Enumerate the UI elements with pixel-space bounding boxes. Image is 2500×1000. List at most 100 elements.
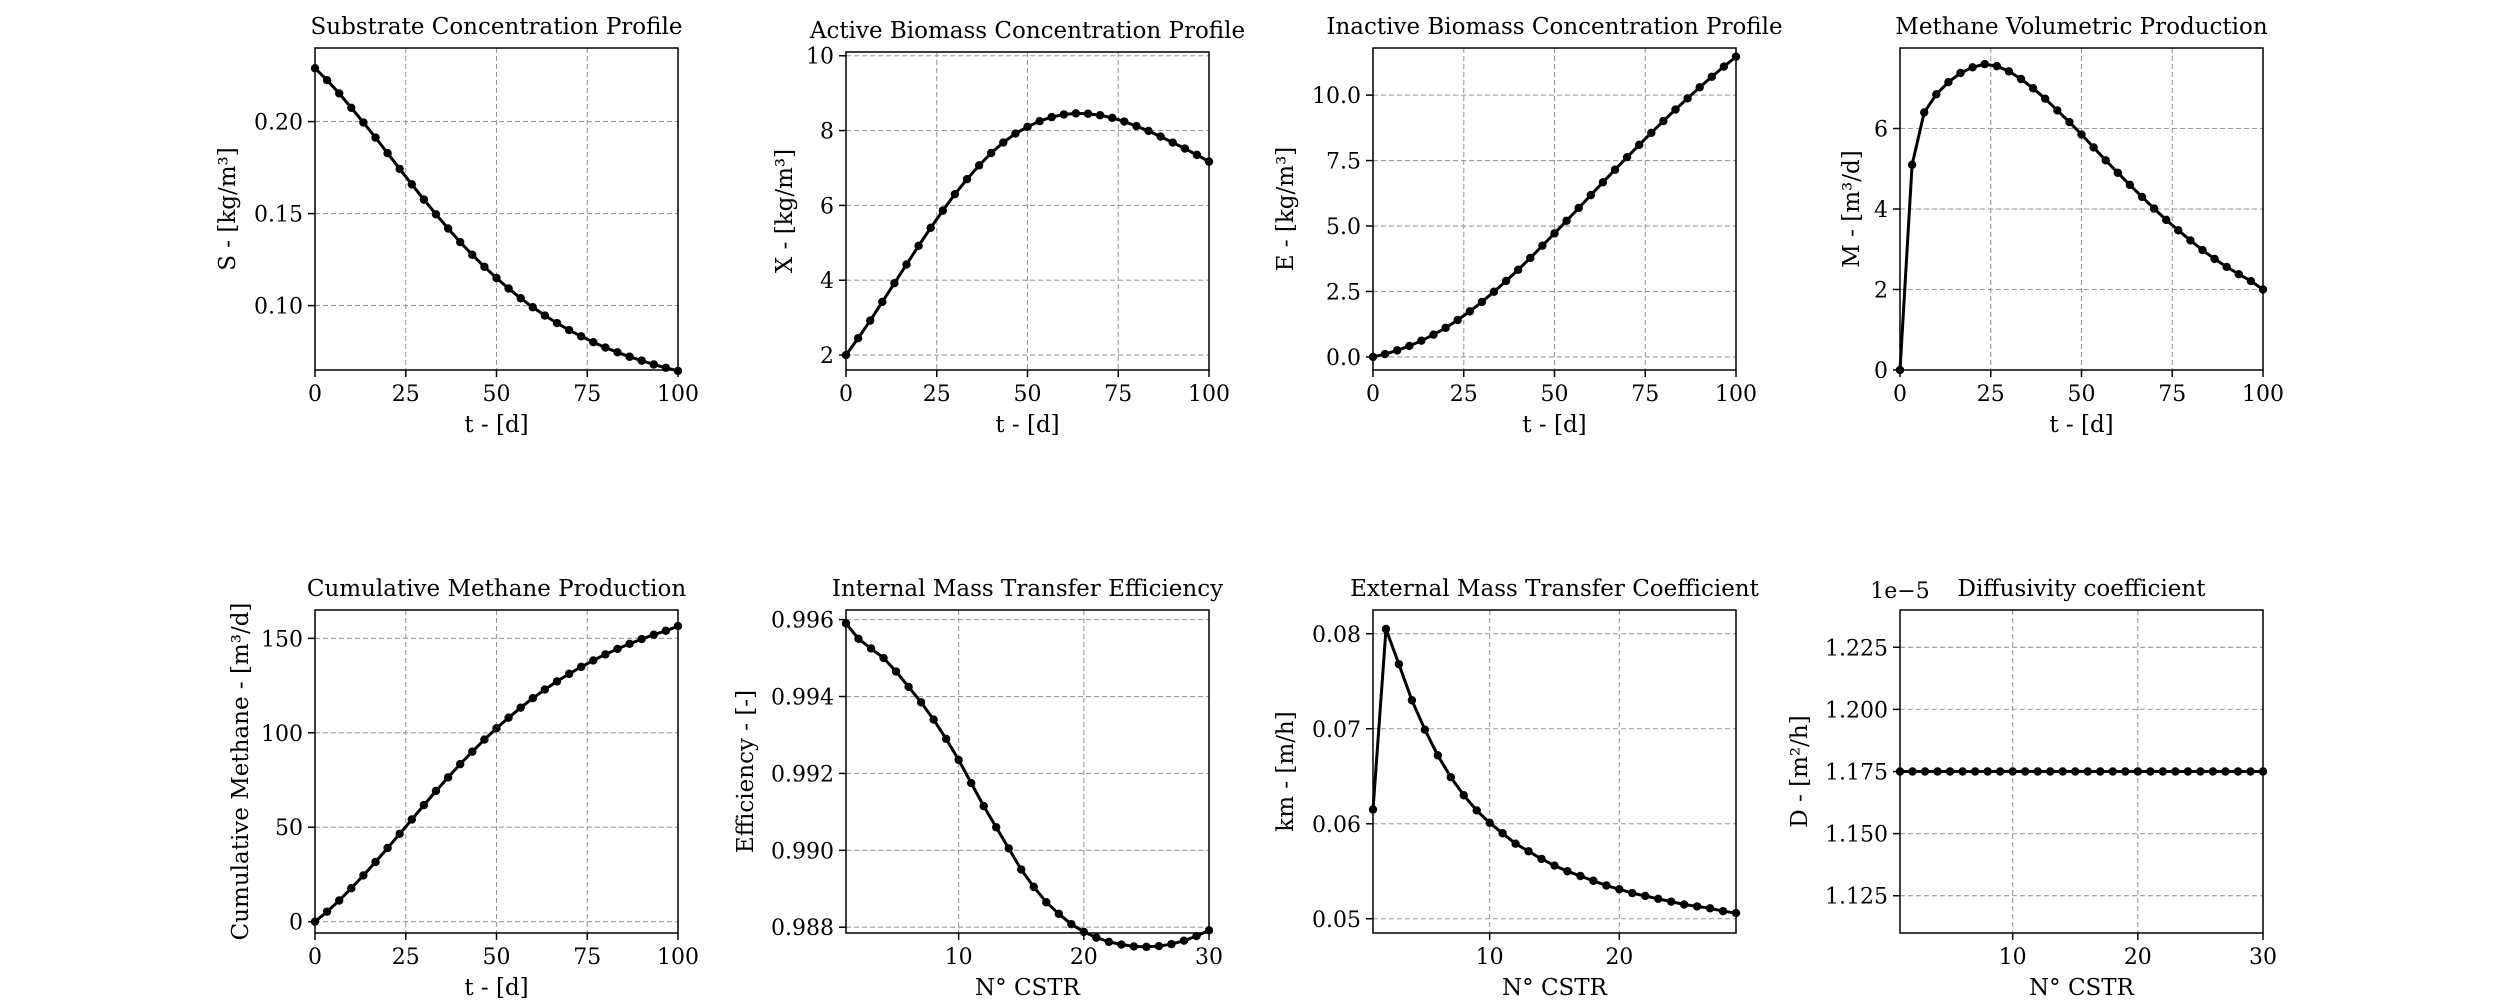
data-point bbox=[2058, 767, 2067, 776]
x-axis-label: t - [d] bbox=[2049, 412, 2113, 438]
data-point bbox=[407, 180, 417, 189]
series-line bbox=[1372, 55, 1737, 359]
data-point bbox=[468, 747, 477, 756]
y-tick-label: 0 bbox=[1874, 359, 1888, 384]
data-point bbox=[649, 630, 658, 639]
data-point bbox=[1920, 767, 1930, 776]
chart-title: Methane Volumetric Production bbox=[1895, 14, 2268, 40]
data-point bbox=[1907, 160, 1917, 169]
data-point bbox=[1932, 90, 1941, 99]
data-point bbox=[2183, 767, 2193, 776]
y-tick-label: 0.06 bbox=[1312, 813, 1361, 838]
data-point bbox=[540, 685, 550, 694]
x-tick-label: 100 bbox=[2242, 382, 2284, 407]
data-point bbox=[2222, 262, 2231, 272]
data-point bbox=[853, 334, 863, 343]
data-point bbox=[1707, 72, 1716, 81]
x-tick-label: 0 bbox=[308, 945, 322, 970]
data-point bbox=[322, 907, 332, 916]
data-point bbox=[950, 189, 960, 199]
y-tick-label: 0.20 bbox=[254, 111, 303, 136]
y-tick-label: 6 bbox=[820, 194, 834, 219]
data-point bbox=[1129, 942, 1139, 951]
data-point bbox=[904, 682, 913, 692]
x-tick-label: 10 bbox=[1999, 945, 2027, 970]
x-tick-label: 20 bbox=[2124, 945, 2152, 970]
x-tick-label: 25 bbox=[1977, 382, 2005, 407]
data-point bbox=[1550, 861, 1559, 870]
data-point bbox=[395, 829, 404, 839]
data-point bbox=[2171, 767, 2180, 776]
data-point bbox=[1095, 111, 1105, 120]
chart-title: Cumulative Methane Production bbox=[307, 576, 686, 602]
data-point bbox=[625, 639, 634, 649]
data-point bbox=[1980, 59, 1989, 69]
y-tick-label: 0.996 bbox=[771, 609, 834, 634]
y-tick-label: 10.0 bbox=[1312, 84, 1361, 109]
data-point bbox=[1671, 105, 1680, 114]
data-point bbox=[540, 311, 550, 320]
data-point bbox=[1477, 297, 1487, 307]
data-point bbox=[854, 634, 863, 644]
data-point bbox=[480, 735, 489, 744]
data-point bbox=[1537, 854, 1546, 864]
data-point bbox=[1956, 68, 1965, 78]
data-point bbox=[431, 210, 441, 219]
data-point bbox=[2101, 156, 2110, 165]
data-point bbox=[2174, 226, 2183, 235]
x-axis-label: t - [d] bbox=[1522, 412, 1586, 438]
axis-offset-text: 1e−5 bbox=[1870, 579, 1929, 604]
x-tick-label: 20 bbox=[1605, 945, 1633, 970]
data-point bbox=[1498, 829, 1507, 838]
y-axis-label: E - [kg/m³] bbox=[1273, 147, 1299, 272]
data-point bbox=[1144, 126, 1153, 136]
data-point bbox=[2234, 270, 2243, 279]
data-point bbox=[2149, 204, 2159, 213]
data-point bbox=[966, 778, 976, 788]
data-point bbox=[1647, 128, 1656, 138]
x-tick-label: 0 bbox=[839, 382, 853, 407]
data-point bbox=[1441, 323, 1450, 333]
data-point bbox=[2137, 192, 2147, 202]
chart-title: External Mass Transfer Coefficient bbox=[1350, 576, 1759, 602]
data-point bbox=[528, 694, 537, 703]
x-tick-label: 75 bbox=[2158, 382, 2186, 407]
chart-panel: 0 25 50 75 100 0.10 0.15 0.20 Substrate Concentr… bbox=[215, 14, 699, 438]
data-point bbox=[1995, 767, 2005, 776]
data-point bbox=[419, 800, 429, 810]
x-axis-label: t - [d] bbox=[464, 412, 528, 438]
data-point bbox=[1602, 881, 1611, 890]
axes-frame bbox=[845, 609, 1210, 934]
data-point bbox=[1983, 767, 1992, 776]
data-point bbox=[1179, 936, 1189, 945]
data-point bbox=[1168, 138, 1177, 147]
y-tick-label: 0.08 bbox=[1312, 623, 1361, 648]
data-point bbox=[395, 164, 404, 174]
data-point bbox=[2108, 767, 2117, 776]
data-point bbox=[564, 669, 574, 679]
data-point bbox=[1381, 624, 1391, 634]
chart-panel: 10 20 0.05 0.06 0.07 0.08 External Mass Transf… bbox=[1273, 576, 1760, 1000]
data-point bbox=[504, 713, 513, 722]
data-point bbox=[1489, 287, 1499, 296]
x-tick-label: 75 bbox=[1631, 382, 1659, 407]
data-point bbox=[929, 715, 938, 724]
data-point bbox=[383, 149, 392, 158]
data-point bbox=[1180, 144, 1189, 153]
data-point bbox=[2246, 767, 2255, 776]
y-tick-label: 0 bbox=[289, 911, 303, 936]
data-point bbox=[1011, 129, 1020, 138]
data-point bbox=[359, 118, 368, 127]
data-point bbox=[879, 653, 888, 663]
data-point bbox=[1589, 876, 1598, 885]
data-point bbox=[1908, 767, 1917, 776]
x-tick-label: 50 bbox=[1014, 382, 1042, 407]
data-point bbox=[528, 303, 537, 312]
data-point bbox=[576, 662, 586, 672]
data-point bbox=[1465, 307, 1475, 316]
x-axis-label: N° CSTR bbox=[975, 975, 1081, 1000]
y-axis-label: M - [m³/d] bbox=[1839, 150, 1865, 267]
data-point bbox=[902, 260, 911, 269]
data-point bbox=[661, 626, 671, 635]
data-point bbox=[992, 823, 1001, 832]
